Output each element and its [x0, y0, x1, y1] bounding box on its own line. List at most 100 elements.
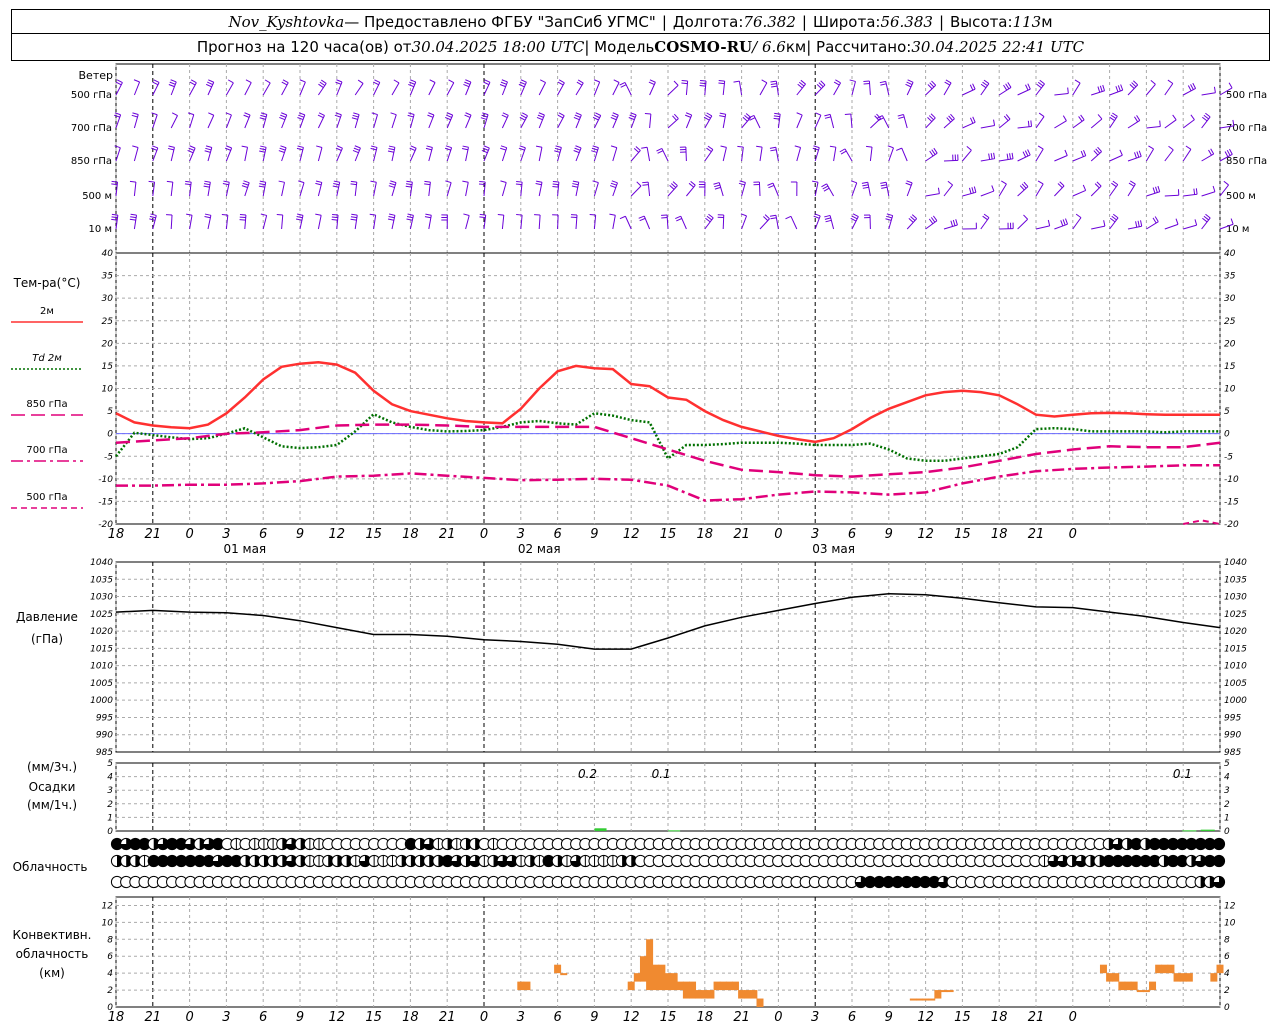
wind-barb [552, 181, 560, 197]
wind-barb-flag [521, 112, 528, 117]
cloud-fill [506, 855, 518, 867]
wind-barb-flag [969, 117, 974, 124]
wind-barb-flag [1213, 86, 1216, 93]
wind-barb-flag [537, 114, 544, 118]
wind-barb-flag [1137, 220, 1140, 227]
wind-barb-flag [761, 79, 768, 84]
wind-barb-staff [814, 182, 819, 197]
wind-barb-flag [1133, 80, 1139, 86]
wind-barb [866, 145, 873, 162]
wind-barb [1201, 112, 1211, 129]
wind-barb-flag [577, 79, 584, 84]
wind-barb-flag [1190, 84, 1194, 90]
wind-barb [1201, 86, 1216, 96]
wind-barb-flag [642, 184, 649, 186]
wind-barb-flag [424, 183, 431, 186]
wind-barb-flag [1194, 219, 1198, 226]
wind-barb [225, 79, 234, 96]
wind-barb-flag [462, 145, 469, 148]
wind-barb-staff [446, 82, 455, 96]
wind-barb-flag [501, 114, 508, 119]
wind-barb-staff [829, 114, 835, 129]
precip-units-1h: (мм/1ч.) [27, 798, 77, 812]
wind-barb-flag [1152, 187, 1156, 194]
wind-barb-flag [280, 114, 287, 118]
wind-barb-flag [1099, 85, 1103, 92]
wind-barb-staff [685, 146, 687, 162]
wind-barb-flag [592, 145, 599, 149]
wind-barb-flag [740, 213, 747, 217]
wind-barb-flag [593, 114, 600, 119]
conv-bar [517, 981, 525, 991]
wind-barb-flag [705, 114, 711, 119]
wind-barb-staff [299, 215, 304, 230]
wind-barb [879, 80, 890, 96]
conv-bar [695, 990, 703, 999]
wind-barb [1127, 150, 1142, 162]
cloud-symbol [450, 854, 463, 868]
conv-bar [707, 990, 715, 999]
wind-barb-staff [501, 182, 507, 197]
wind-barb [535, 145, 543, 162]
wind-barb [371, 112, 378, 129]
wind-barb-flag [478, 183, 486, 186]
temp-xtick: 6 [553, 527, 561, 542]
wind-barb-flag [554, 150, 561, 153]
wind-barb-staff [1072, 155, 1086, 162]
cloud-fill [221, 855, 233, 867]
cloud-fill [901, 876, 913, 888]
wind-barb-flag [947, 180, 953, 186]
conv-bar [1106, 973, 1114, 982]
pres-ytick-left: 1030 [90, 593, 113, 603]
wind-barb [925, 113, 936, 129]
wind-barb-staff [465, 182, 469, 197]
wind-barb-flag [1027, 149, 1031, 156]
temp-xtick: 15 [660, 527, 677, 542]
wind-barb-flag [880, 83, 887, 86]
wind-barb-staff [354, 83, 364, 96]
temp-ytick-left: 0 [107, 430, 113, 440]
wind-barb-staff [1054, 223, 1068, 230]
wind-barb [279, 112, 288, 129]
wind-barb-flag [620, 84, 627, 88]
wind-barb-staff [851, 182, 858, 197]
precip-bar [668, 830, 681, 832]
wind-barb-flag [812, 180, 819, 183]
cloud-fill [359, 855, 371, 867]
precip-bar [1200, 829, 1215, 831]
wind-barb-flag [1007, 82, 1012, 88]
wind-barb-staff [152, 82, 160, 96]
wind-barb-flag [1057, 183, 1063, 189]
wind-barb-flag [205, 147, 212, 151]
wind-barb [1127, 180, 1136, 197]
wind-barb-flag [571, 185, 578, 188]
wind-barb-flag [699, 82, 706, 85]
wind-barb-flag [332, 185, 339, 188]
wind-barb [222, 180, 230, 197]
wind-barb-flag [189, 145, 196, 149]
conv-xtick: 12 [917, 1010, 934, 1024]
wind-barb-staff [925, 152, 938, 162]
wind-barb [317, 112, 325, 129]
precip-ytick-right: 0 [1224, 827, 1230, 837]
wind-barb-flag [426, 145, 433, 148]
cloud-fill [285, 855, 298, 867]
cloud-fill [1130, 855, 1142, 867]
wind-barb-staff [1035, 116, 1045, 129]
wind-barb-staff [1109, 217, 1119, 230]
wind-barb-flag [332, 214, 339, 216]
wind-barb [425, 145, 433, 162]
wind-barb-flag [389, 182, 396, 186]
wind-barb-flag [203, 183, 211, 186]
wind-barb-flag [298, 114, 305, 118]
wind-barb [740, 213, 747, 230]
wind-barb-flag [983, 213, 990, 219]
wind-barb [999, 222, 1014, 230]
wind-barb-flag [114, 112, 121, 116]
wind-barb-flag [673, 80, 679, 86]
wind-barb-flag [972, 83, 976, 90]
wind-barb-flag [1205, 112, 1211, 118]
wind-barb-flag [206, 83, 212, 88]
wind-barb-flag [1148, 145, 1154, 150]
wind-barb [1090, 114, 1103, 129]
